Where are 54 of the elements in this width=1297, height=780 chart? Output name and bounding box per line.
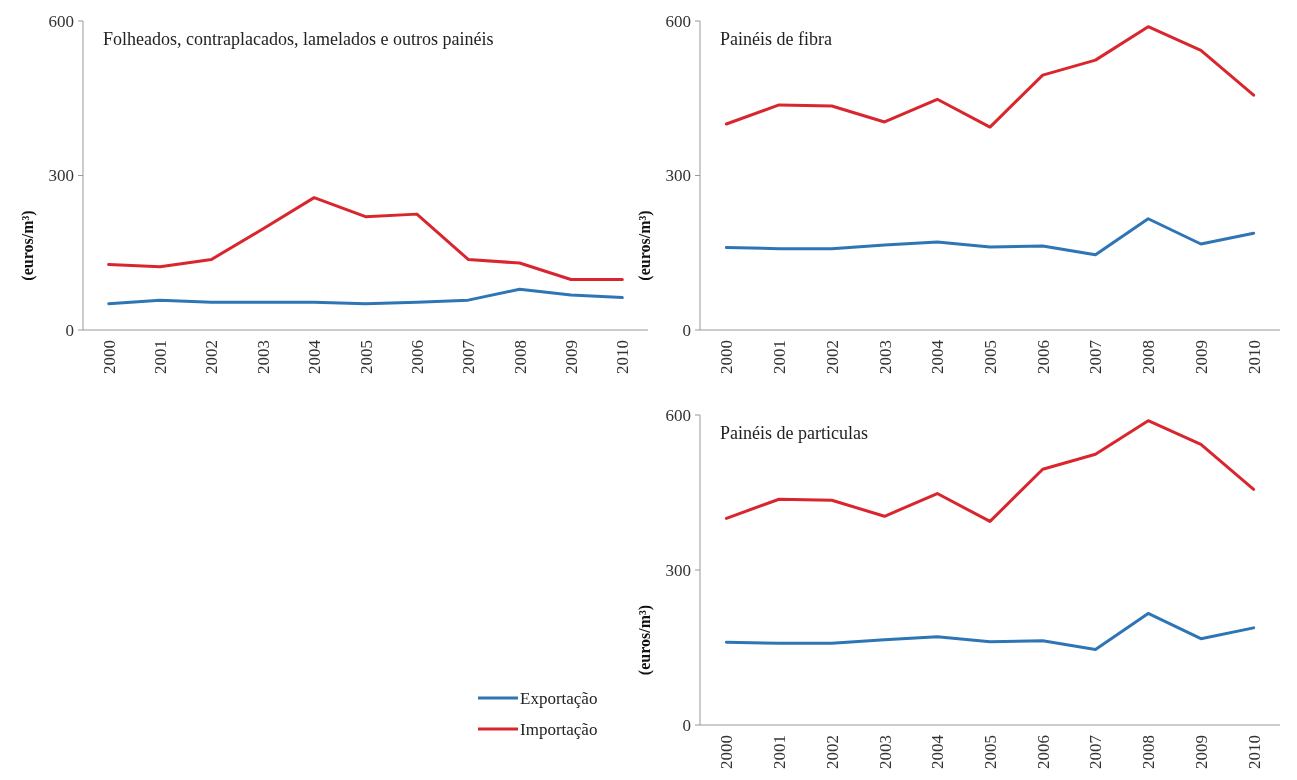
x-tick-label: 2000	[717, 735, 737, 769]
x-tick-label: 2009	[561, 340, 581, 374]
line-series	[107, 287, 624, 306]
x-tick-label: 2003	[875, 735, 895, 769]
x-tick-label: 2001	[770, 340, 790, 374]
x-tick-label: 2000	[99, 340, 119, 374]
x-tick-label: 2006	[1033, 340, 1053, 374]
x-tick-label: 2007	[459, 339, 479, 374]
x-tick-label: 2004	[928, 734, 948, 769]
chart-title: Painéis de fibra	[720, 29, 832, 49]
line-series	[724, 611, 1256, 652]
y-axis-title: (euros/m³)	[636, 210, 654, 281]
y-tick-label: 0	[65, 320, 74, 340]
legend-label: Importação	[520, 720, 598, 739]
x-tick-label: 2006	[1033, 735, 1053, 769]
x-tick-label: 2009	[1191, 340, 1211, 374]
x-tick-label: 2008	[510, 340, 530, 374]
x-tick-label: 2005	[981, 340, 1000, 374]
y-tick-label: 0	[682, 320, 691, 340]
y-tick-label: 600	[665, 11, 691, 31]
x-tick-label: 2003	[253, 340, 273, 374]
x-tick-label: 2007	[1086, 734, 1106, 769]
x-tick-label: 2002	[822, 340, 842, 374]
y-tick-label: 300	[665, 166, 691, 186]
x-tick-label: 2001	[770, 735, 790, 769]
text: Painéis de particulas	[720, 423, 868, 443]
x-tick-label: 2004	[305, 339, 325, 374]
x-tick-label: 2005	[356, 340, 376, 374]
y-tick-label: 600	[48, 11, 74, 31]
x-tick-label: 2010	[1244, 340, 1264, 374]
x-tick-label: 2008	[1139, 735, 1159, 769]
x-tick-label: 2002	[822, 735, 842, 769]
x-tick-label: 2004	[928, 339, 948, 374]
x-tick-label: 2009	[1191, 735, 1211, 769]
x-tick-label: 2003	[875, 340, 895, 374]
x-tick-label: 2001	[151, 340, 171, 374]
y-tick-label: 300	[665, 560, 691, 580]
y-axis-title: (euros/m³)	[636, 604, 654, 676]
chart-title: Folheados, contraplacados, lamelados e outros painéis	[103, 29, 494, 49]
y-tick-label: 600	[665, 405, 691, 425]
x-tick-label: 2006	[407, 340, 427, 374]
line-series	[107, 196, 624, 282]
x-tick-label: 2002	[202, 340, 222, 374]
y-tick-label: 300	[48, 166, 74, 186]
y-tick-label: 0	[682, 715, 691, 735]
y-axis-title: (euros/m³)	[19, 210, 37, 281]
x-tick-label: 2010	[1244, 735, 1264, 769]
line-series	[724, 217, 1256, 257]
x-tick-label: 2008	[1139, 340, 1159, 374]
x-tick-label: 2007	[1086, 339, 1106, 374]
x-tick-label: 2010	[613, 340, 633, 374]
x-tick-label: 2000	[717, 340, 737, 374]
legend-label: Exportação	[520, 689, 598, 708]
x-tick-label: 2005	[981, 735, 1000, 769]
